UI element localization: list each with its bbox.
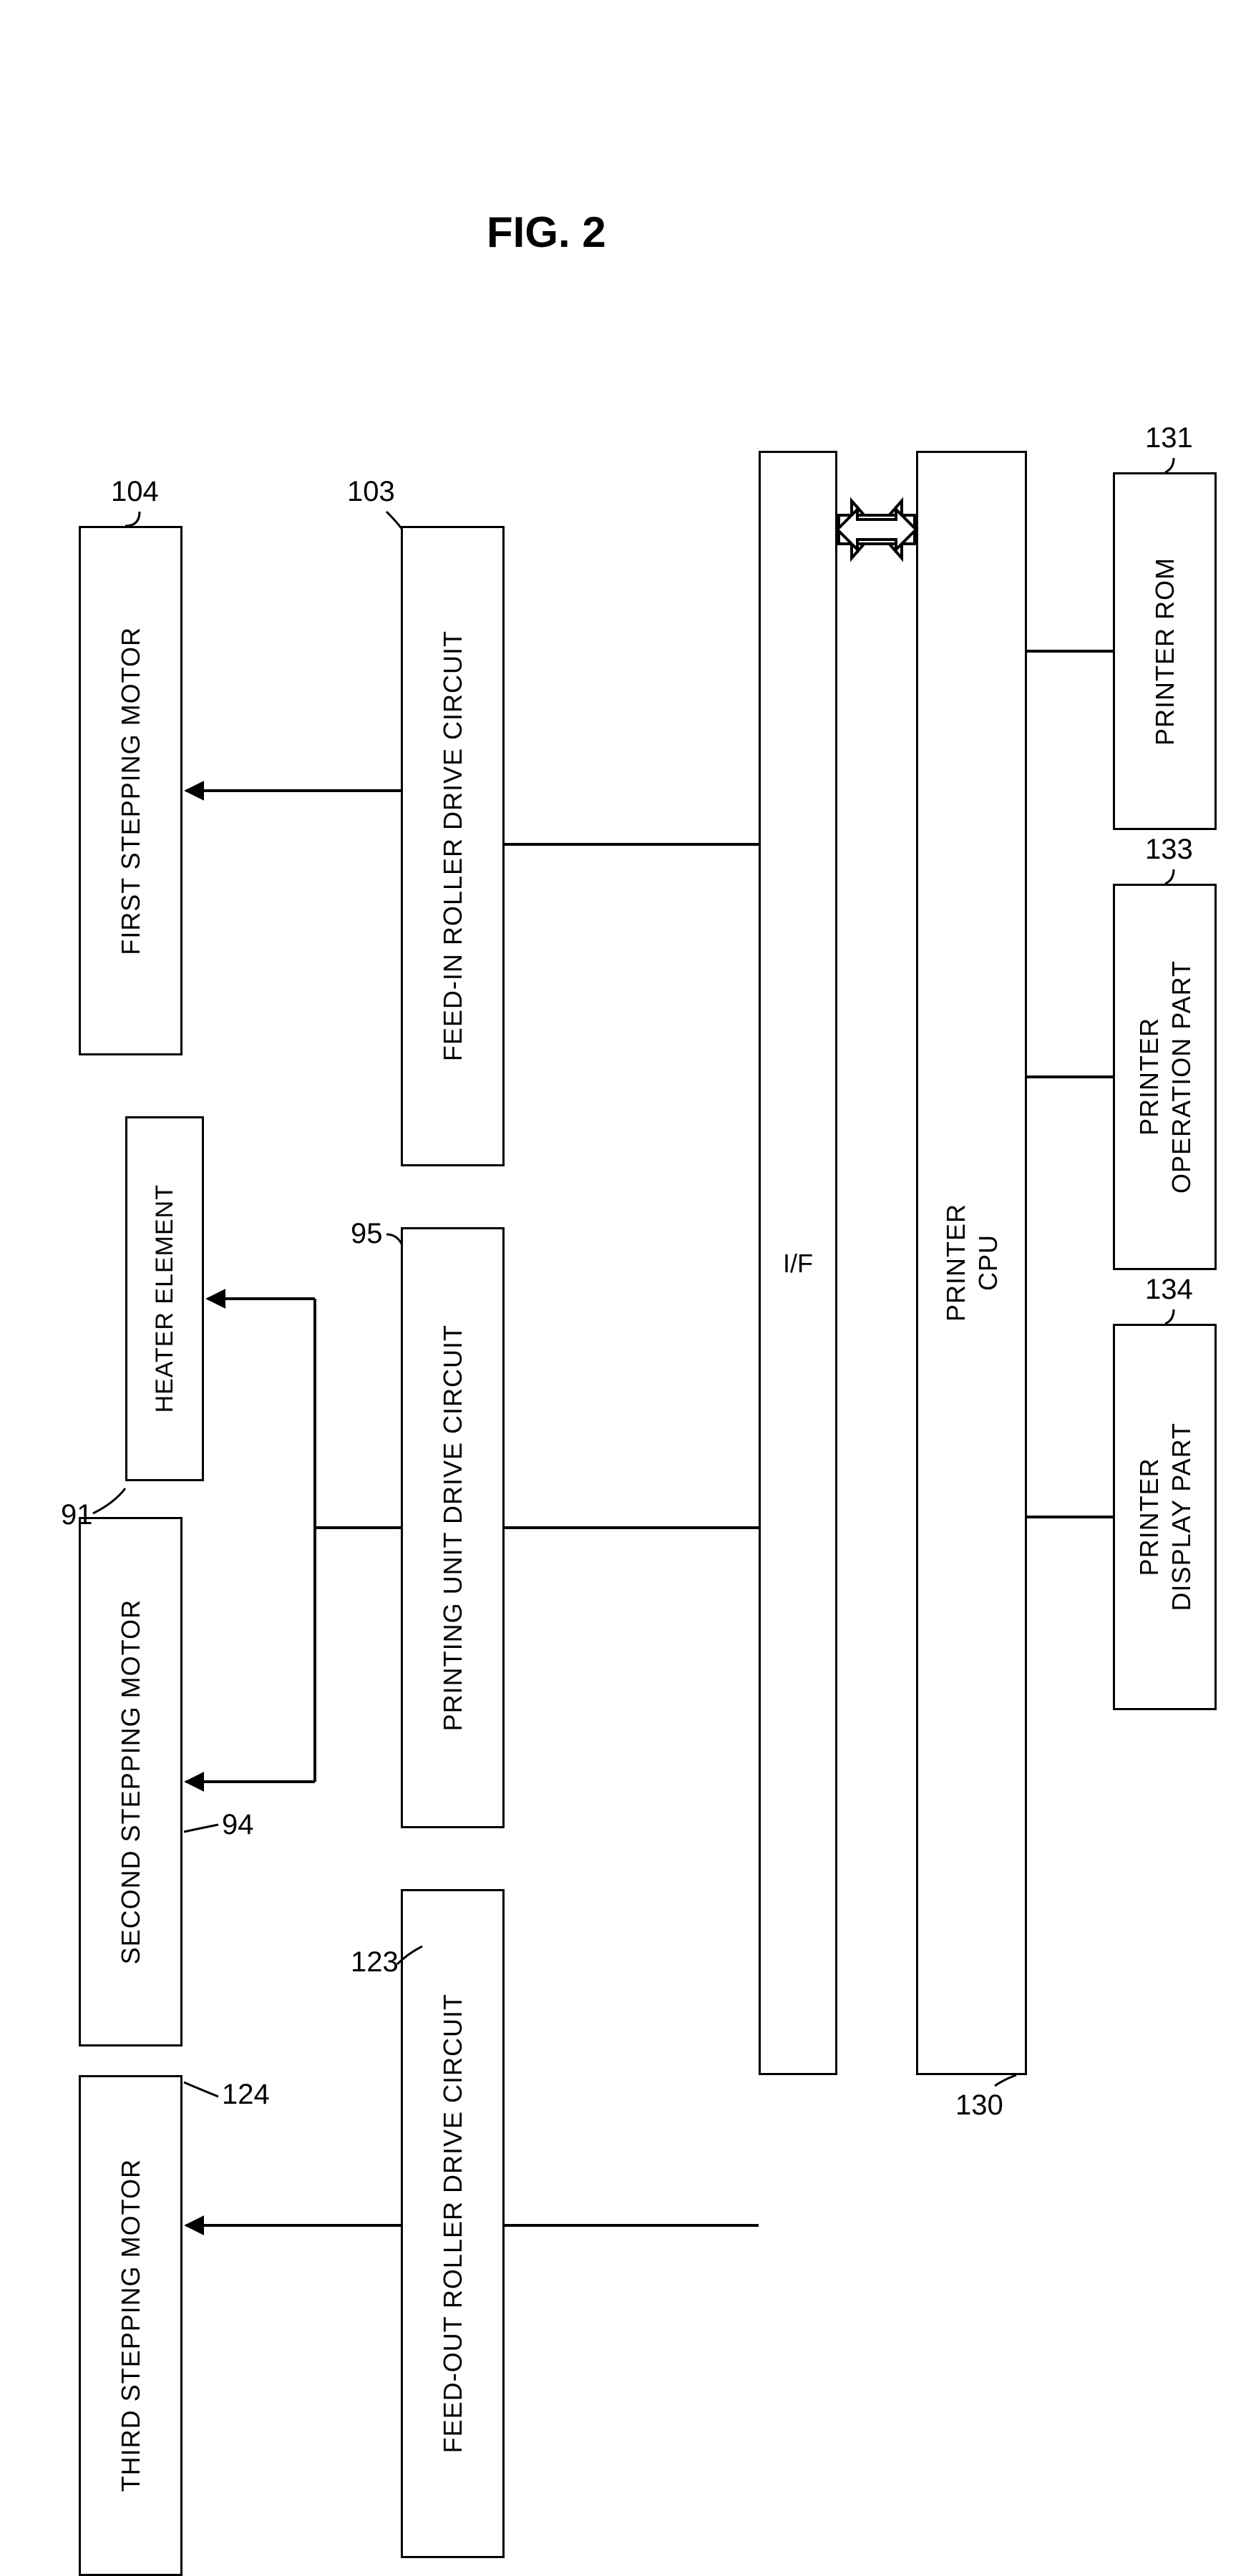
diagram-canvas: FIG. 2 I/F PRINTER CPU FIRST STEPPING MO…	[0, 0, 1256, 2337]
feed-in-drive-block: FEED-IN ROLLER DRIVE CIRCUIT	[401, 526, 505, 1166]
heater-element-label: HEATER ELEMENT	[150, 1184, 180, 1413]
feed-out-drive-label: FEED-OUT ROLLER DRIVE CIRCUIT	[437, 1994, 469, 2453]
ref-133: 133	[1145, 834, 1193, 866]
ref-134: 134	[1145, 1274, 1193, 1306]
ref-103: 103	[347, 476, 395, 508]
third-stepping-motor-label-real: THIRD STEPPING MOTOR	[115, 2159, 147, 2492]
printer-display-part-block: PRINTER DISPLAY PART	[1113, 1324, 1217, 1710]
printer-rom-block: PRINTER ROM	[1113, 472, 1217, 830]
interface-block: I/F	[759, 451, 837, 2075]
ref-95: 95	[351, 1218, 383, 1250]
third-stepping-motor-block-real: THIRD STEPPING MOTOR	[79, 2075, 182, 2576]
second-stepping-motor-block: SECOND STEPPING MOTOR	[79, 1517, 182, 2046]
ref-94: 94	[222, 1809, 254, 1841]
second-stepping-motor-label: SECOND STEPPING MOTOR	[115, 1599, 147, 1964]
printer-cpu-label: PRINTER CPU	[940, 1204, 1004, 1322]
ref-124: 124	[222, 2079, 270, 2111]
printer-operation-part-block: PRINTER OPERATION PART	[1113, 884, 1217, 1270]
ref-104: 104	[111, 476, 159, 508]
heater-element-block: HEATER ELEMENT	[125, 1116, 204, 1481]
interface-label: I/F	[783, 1247, 813, 1279]
figure-title: FIG. 2	[487, 208, 606, 257]
first-stepping-motor-label: FIRST STEPPING MOTOR	[115, 627, 147, 955]
ref-130: 130	[955, 2089, 1003, 2122]
ref-131: 131	[1145, 422, 1193, 454]
feed-in-drive-label: FEED-IN ROLLER DRIVE CIRCUIT	[437, 630, 469, 1061]
printing-unit-drive-label: PRINTING UNIT DRIVE CIRCUIT	[437, 1324, 469, 1731]
printer-cpu-block: PRINTER CPU	[916, 451, 1027, 2075]
ref-123: 123	[351, 1946, 399, 1979]
printer-display-part-label: PRINTER DISPLAY PART	[1133, 1423, 1197, 1611]
printing-unit-drive-block: PRINTING UNIT DRIVE CIRCUIT	[401, 1227, 505, 1828]
ref-91: 91	[61, 1499, 93, 1531]
feed-out-drive-block: FEED-OUT ROLLER DRIVE CIRCUIT	[401, 1889, 505, 2558]
printer-rom-label: PRINTER ROM	[1149, 557, 1181, 746]
printer-operation-part-label: PRINTER OPERATION PART	[1133, 960, 1197, 1194]
first-stepping-motor-block: FIRST STEPPING MOTOR	[79, 526, 182, 1055]
